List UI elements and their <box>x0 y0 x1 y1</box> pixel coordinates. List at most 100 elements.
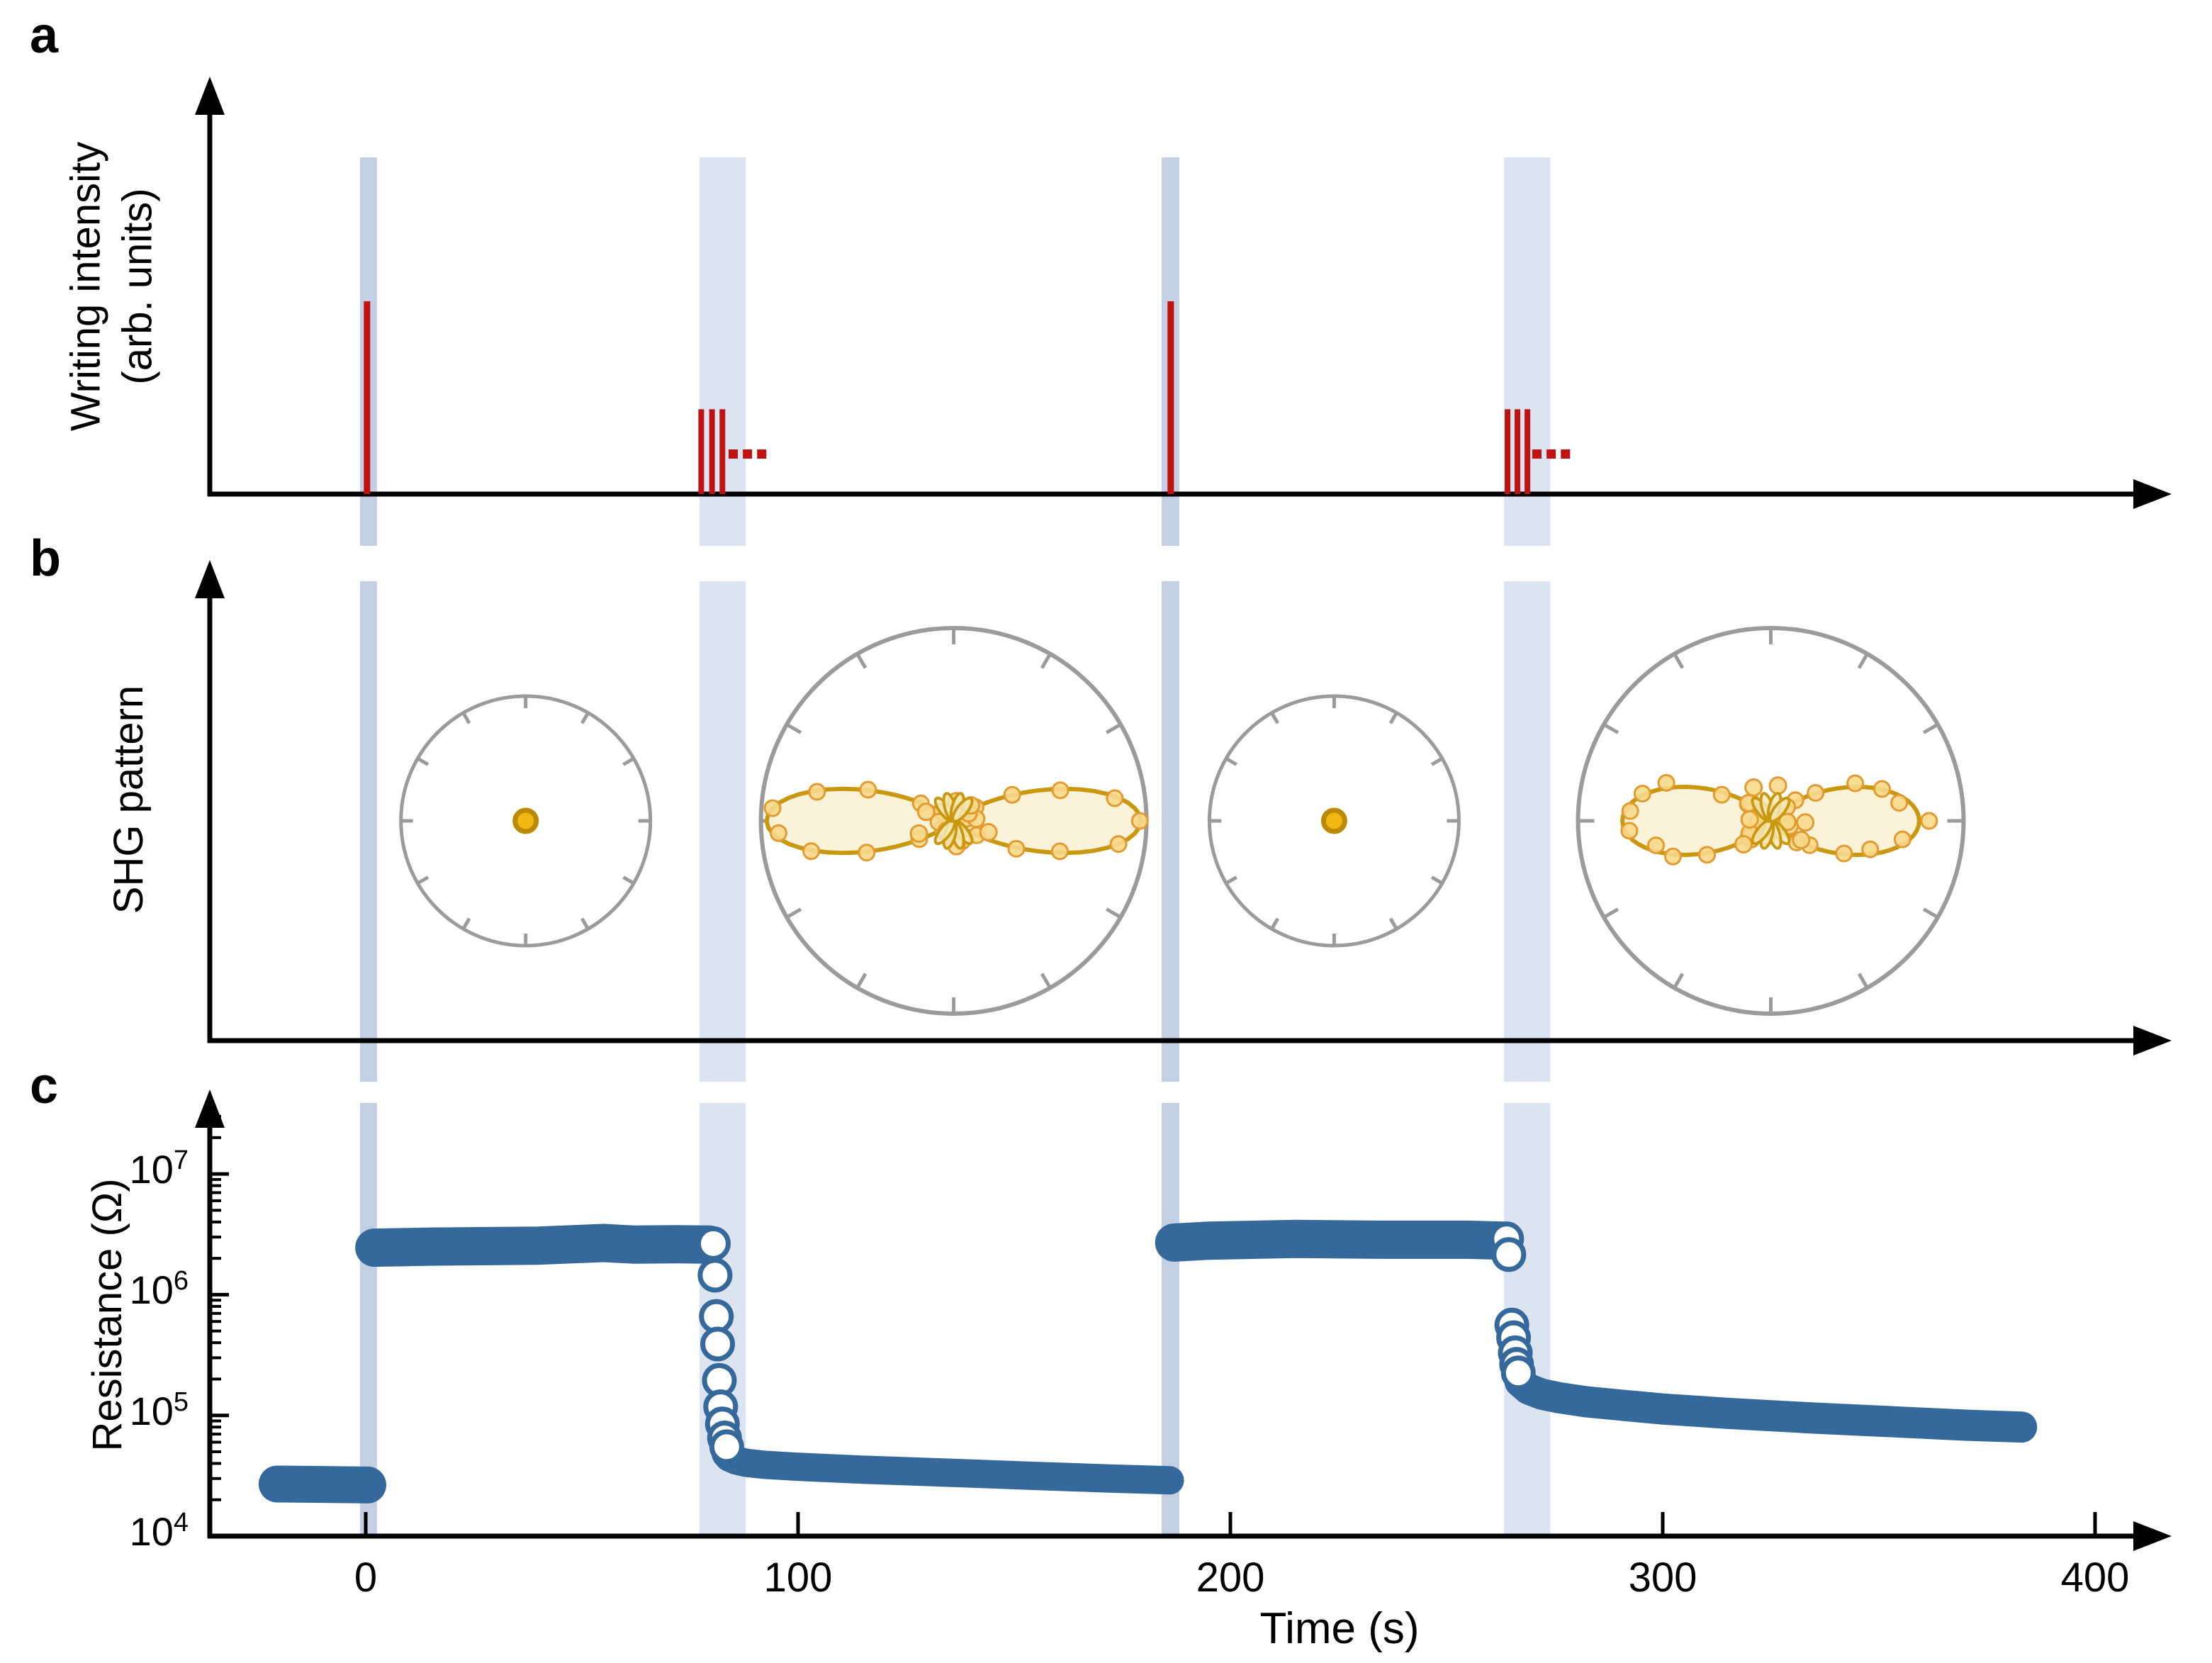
panel-c-y-axis-arrowhead <box>195 1090 225 1128</box>
panel-b-x-axis-arrowhead <box>2133 1026 2172 1056</box>
x-tick-label: 300 <box>1628 1555 1697 1601</box>
panel-b-y-axis-arrowhead <box>195 560 225 598</box>
polar-tick <box>855 653 868 669</box>
shg-data-point <box>1663 847 1682 866</box>
writing-pulse <box>1515 409 1521 494</box>
resistance-series-segment <box>1155 1219 1523 1262</box>
polar-pattern-4 <box>1576 626 1966 1016</box>
polar-tick <box>785 722 802 734</box>
shg-data-point <box>1007 839 1026 858</box>
resistance-series-segment <box>712 1440 1184 1495</box>
polar-tick <box>580 712 590 724</box>
writing-pulse <box>1525 409 1531 494</box>
resistance-series-segment <box>258 1465 386 1504</box>
shg-data-point <box>1633 784 1651 802</box>
shg-data-point <box>858 844 876 862</box>
writing-pulse <box>719 409 726 494</box>
polar-tick <box>1673 653 1685 669</box>
shg-data-point <box>1657 773 1675 792</box>
shg-data-point <box>1050 842 1069 861</box>
pulse-ellipsis-dash <box>1546 449 1556 459</box>
shg-data-point <box>808 783 826 801</box>
shg-data-point <box>802 842 821 861</box>
polar-tick <box>1270 712 1280 724</box>
polar-tick <box>1857 973 1869 989</box>
shg-data-point <box>1792 830 1811 849</box>
polar-tick <box>1388 917 1398 930</box>
panel-c-x-axis-arrowhead <box>2133 1521 2172 1551</box>
polar-tick <box>1040 653 1052 669</box>
panel-a-letter: a <box>30 7 59 64</box>
y-tick-label: 104 <box>129 1508 189 1554</box>
shg-data-point <box>1893 830 1911 849</box>
shg-data-point <box>1740 810 1759 829</box>
pulse-ellipsis-dash <box>743 449 753 459</box>
resistance-transition-point <box>709 1429 744 1465</box>
polar-tick <box>417 756 430 766</box>
x-tick-label: 0 <box>354 1555 378 1601</box>
polar-tick <box>1673 973 1685 989</box>
writing-pulse <box>1505 409 1511 494</box>
y-tick-label: 106 <box>129 1266 189 1313</box>
panel-a-y-axis-title-line2: (arb. units) <box>114 188 160 385</box>
shg-data-point <box>1712 785 1731 804</box>
polar-tick <box>1270 917 1280 930</box>
shg-data-point <box>769 824 787 842</box>
resistance-transition-point <box>1491 1237 1527 1272</box>
panel-a-y-axis-title: Writing intensity (arb. units) <box>61 142 164 431</box>
shg-data-point <box>1873 780 1891 798</box>
resistance-transition-point <box>700 1326 736 1362</box>
shg-data-point <box>1003 785 1021 804</box>
polar-pattern-2 <box>758 626 1149 1016</box>
shg-data-point <box>1130 812 1149 830</box>
highlight-band <box>360 1103 377 1536</box>
shg-center-petal <box>951 796 974 823</box>
writing-pulse <box>1167 301 1174 494</box>
pulse-ellipsis-dash <box>1532 449 1542 459</box>
panel-a-y-axis-title-line1: Writing intensity <box>62 141 109 432</box>
panel-c-letter: c <box>30 1058 59 1114</box>
resistance-series-segment <box>1504 1366 2038 1443</box>
shg-data-point <box>1621 802 1639 820</box>
polar-tick <box>1922 722 1939 734</box>
shg-data-point <box>1835 844 1853 863</box>
polar-tick <box>1105 722 1122 734</box>
highlight-band <box>1504 581 1551 1082</box>
shg-data-point <box>1861 840 1880 858</box>
x-axis-title: Time (s) <box>1259 1604 1420 1653</box>
shg-data-point <box>916 802 936 822</box>
polar-tick <box>622 875 635 885</box>
polar-pattern-3 <box>1207 694 1461 948</box>
shg-data-point <box>1106 789 1124 807</box>
polar-tick <box>1388 712 1398 724</box>
shg-data-point <box>859 780 877 799</box>
pulse-ellipsis-dash <box>729 449 738 459</box>
polar-tick <box>1040 973 1052 989</box>
highlight-band <box>699 581 746 1082</box>
polar-tick <box>622 756 635 766</box>
shg-data-point <box>1620 822 1639 840</box>
x-tick-label: 100 <box>763 1555 833 1601</box>
polar-tick <box>785 907 802 919</box>
shg-data-point <box>1778 812 1797 832</box>
resistance-series-segment <box>355 1224 729 1267</box>
shg-center-point <box>1320 807 1347 834</box>
polar-tick <box>1602 907 1619 919</box>
polar-tick <box>461 712 471 724</box>
polar-tick <box>580 917 590 930</box>
highlight-band <box>360 581 377 1082</box>
shg-data-point <box>979 822 998 841</box>
shg-data-point <box>1846 774 1865 793</box>
shg-data-point <box>763 799 782 817</box>
shg-data-point <box>1890 794 1909 812</box>
panel-a-x-axis-arrowhead <box>2133 479 2172 509</box>
polar-tick <box>1105 907 1122 919</box>
panel-a-y-axis-arrowhead <box>195 77 225 115</box>
polar-tick <box>1225 756 1237 766</box>
shg-data-point <box>1920 812 1938 830</box>
polar-tick <box>1922 907 1939 919</box>
pulse-ellipsis-dash <box>1561 449 1571 459</box>
panel-b-letter: b <box>30 530 61 587</box>
